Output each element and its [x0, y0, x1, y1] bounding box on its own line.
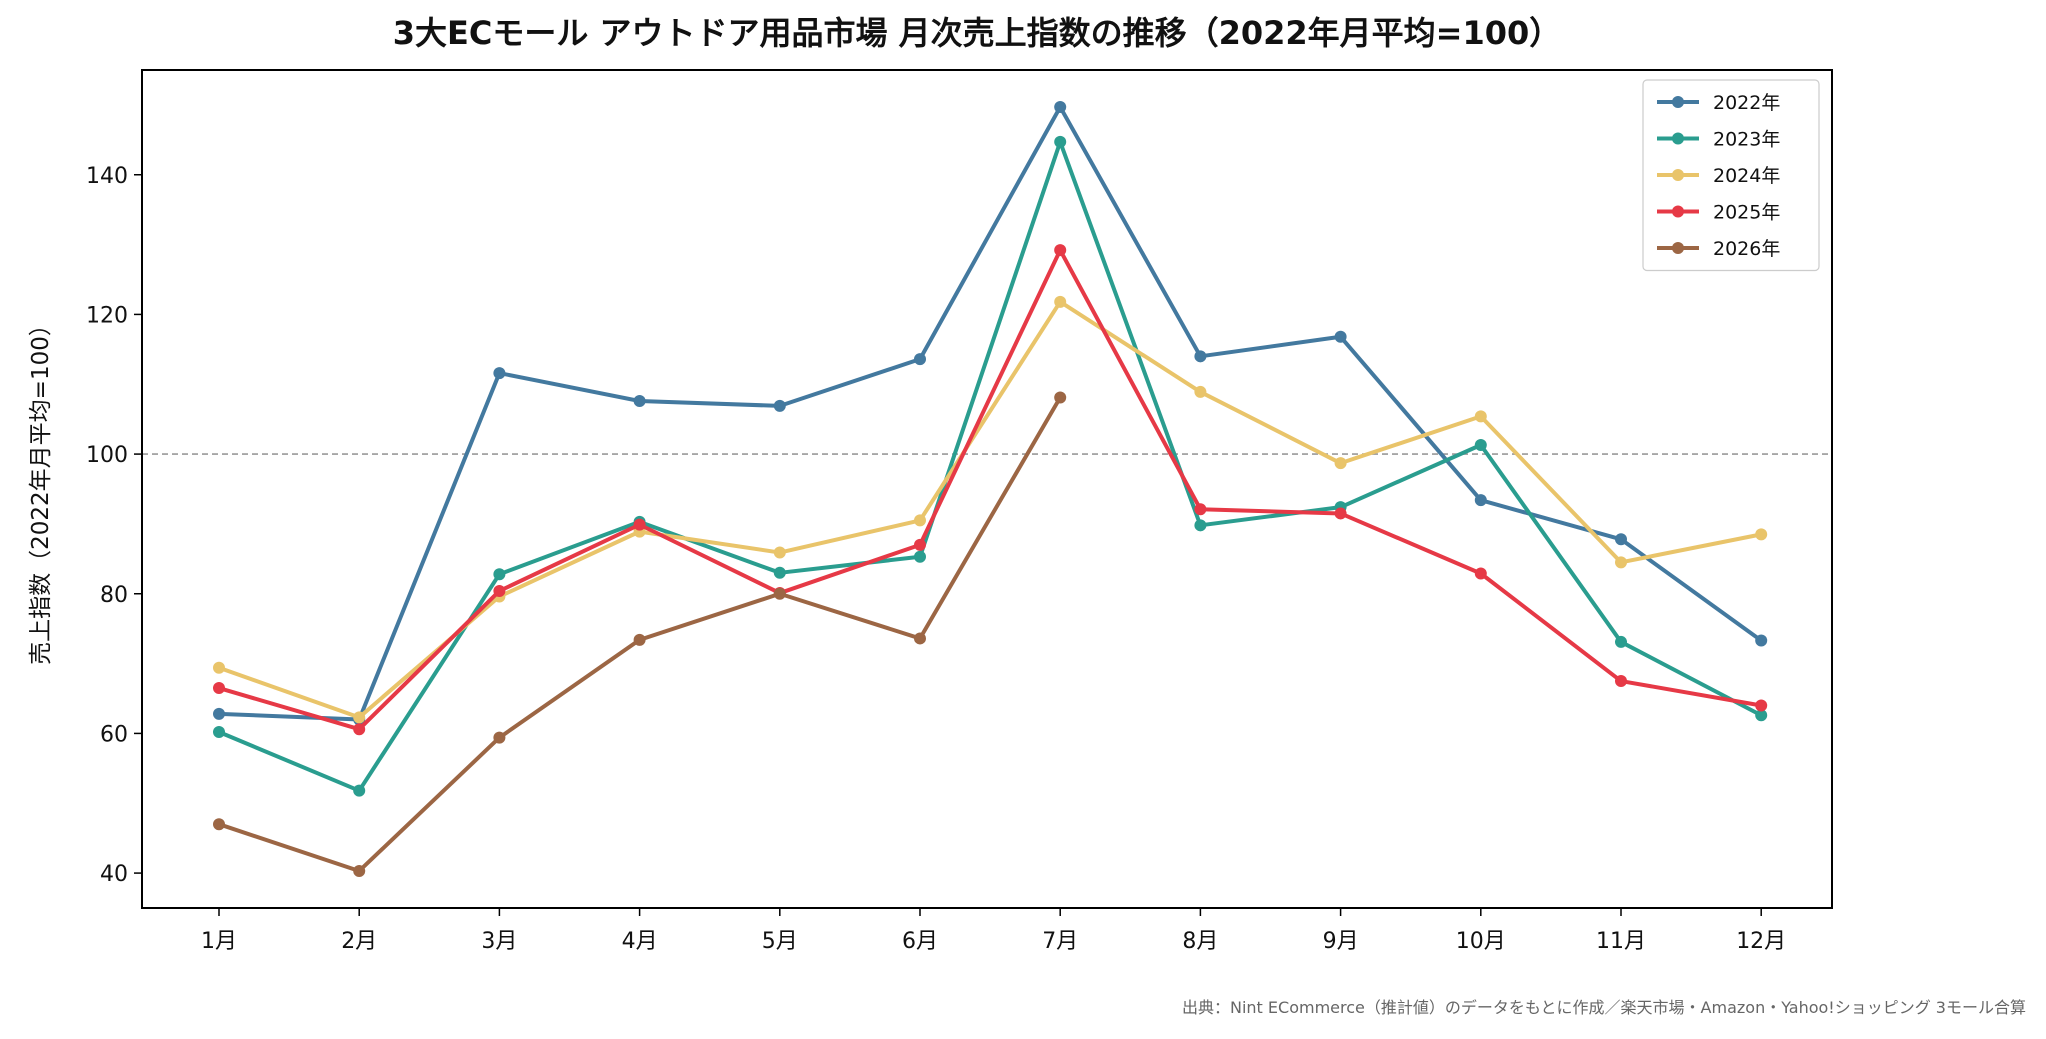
- legend-item-0: 2022年: [1657, 92, 1780, 114]
- legend-label-4: 2026年: [1713, 238, 1780, 260]
- series-4: [213, 391, 1067, 877]
- y-tick-label-2: 80: [100, 583, 128, 608]
- y-tick-label-4: 120: [86, 303, 128, 328]
- data-point-2-10: [1615, 556, 1627, 569]
- data-point-2-5: [914, 514, 926, 527]
- y-tick-label-5: 140: [86, 164, 128, 189]
- data-point-3-1: [353, 723, 366, 736]
- legend-label-2: 2024年: [1713, 165, 1780, 187]
- data-point-3-11: [1755, 699, 1768, 712]
- legend-label-1: 2023年: [1713, 129, 1780, 151]
- data-point-0-6: [1054, 101, 1067, 114]
- data-point-0-9: [1474, 494, 1487, 507]
- y-tick-label-0: 40: [100, 862, 128, 887]
- data-point-0-2: [493, 367, 506, 380]
- data-point-2-8: [1334, 457, 1347, 470]
- data-point-0-3: [633, 395, 646, 408]
- data-point-3-8: [1334, 507, 1347, 520]
- x-tick-label-10: 11月: [1596, 929, 1646, 954]
- x-tick-label-5: 6月: [902, 929, 938, 954]
- series-3: [213, 244, 1768, 736]
- data-point-3-6: [1054, 244, 1067, 257]
- data-point-1-0: [213, 726, 225, 739]
- legend: 2022年 2023年 2024年 2025年 2026年: [1642, 79, 1820, 272]
- data-point-0-7: [1194, 350, 1207, 363]
- series-layer: [213, 101, 1768, 877]
- legend-box: [1642, 79, 1820, 272]
- data-point-3-10: [1615, 675, 1627, 688]
- data-point-1-5: [914, 550, 926, 563]
- source-note: 出典：Nint ECommerce（推計値）のデータをもとに作成／楽天市場・Am…: [1182, 998, 2026, 1017]
- legend-marker-1: [1672, 132, 1684, 145]
- data-point-1-2: [493, 568, 506, 581]
- legend-label-3: 2025年: [1713, 202, 1780, 224]
- data-point-0-5: [914, 353, 926, 366]
- data-point-1-10: [1615, 635, 1627, 648]
- y-axis-label: 売上指数（2022年月平均=100）: [28, 313, 54, 665]
- data-point-1-9: [1474, 439, 1487, 452]
- legend-label-0: 2022年: [1713, 92, 1780, 114]
- legend-item-4: 2026年: [1657, 238, 1780, 260]
- data-point-2-7: [1194, 385, 1207, 398]
- y-tick-label-3: 100: [86, 443, 128, 468]
- data-point-2-4: [773, 546, 786, 559]
- data-point-1-6: [1054, 135, 1067, 148]
- data-point-4-3: [633, 633, 646, 646]
- data-point-3-9: [1474, 567, 1487, 580]
- legend-marker-4: [1672, 242, 1684, 254]
- legend-marker-2: [1672, 169, 1684, 181]
- x-tick-label-9: 10月: [1456, 929, 1506, 954]
- y-tick-label-1: 60: [100, 722, 128, 747]
- data-point-0-11: [1755, 634, 1768, 647]
- data-point-0-8: [1334, 330, 1347, 343]
- series-line-3: [218, 248, 1762, 732]
- x-tick-label-1: 2月: [341, 929, 377, 954]
- data-point-3-7: [1194, 503, 1207, 516]
- legend-marker-0: [1672, 96, 1684, 108]
- legend-marker-3: [1672, 205, 1684, 218]
- series-line-2: [218, 299, 1762, 720]
- data-point-4-6: [1054, 391, 1067, 404]
- plot-frame: [141, 69, 1833, 909]
- data-point-0-0: [213, 707, 225, 720]
- series-0: [213, 101, 1768, 726]
- data-point-3-3: [633, 518, 646, 531]
- series-line-1: [218, 139, 1763, 793]
- x-tick-label-3: 4月: [622, 929, 658, 954]
- chart-title: 3大ECモール アウトドア用品市場 月次売上指数の推移（2022年月平均=100…: [393, 14, 1562, 52]
- data-point-2-1: [353, 711, 366, 724]
- data-point-1-1: [353, 784, 366, 797]
- data-point-0-10: [1615, 533, 1627, 546]
- x-axis: 1月 2月 3月 4月 5月 6月 7月 8月 9月 10月 11月 12月: [201, 908, 1786, 954]
- data-point-1-4: [773, 566, 786, 579]
- data-point-4-5: [914, 632, 926, 645]
- data-point-1-11: [1755, 709, 1768, 722]
- data-point-2-11: [1755, 528, 1768, 541]
- data-point-0-4: [773, 399, 786, 412]
- data-point-2-0: [213, 661, 225, 674]
- legend-item-2: 2024年: [1657, 165, 1780, 187]
- y-axis: 40 60 80 100 120 140: [86, 164, 142, 887]
- data-point-4-4: [773, 587, 786, 600]
- x-tick-label-6: 7月: [1042, 929, 1078, 954]
- data-point-3-5: [914, 538, 926, 551]
- data-point-2-6: [1054, 295, 1067, 308]
- x-tick-label-11: 12月: [1736, 929, 1786, 954]
- x-tick-label-7: 8月: [1182, 929, 1218, 954]
- data-point-1-7: [1194, 519, 1207, 532]
- x-tick-label-0: 1月: [201, 929, 237, 954]
- data-point-3-2: [493, 584, 506, 597]
- data-point-3-0: [213, 682, 225, 695]
- x-tick-label-2: 3月: [481, 929, 517, 954]
- data-point-2-9: [1474, 410, 1487, 423]
- data-point-4-0: [213, 818, 225, 831]
- series-line-0: [218, 105, 1763, 722]
- x-tick-label-8: 9月: [1323, 929, 1359, 954]
- data-point-4-1: [353, 864, 366, 877]
- legend-item-3: 2025年: [1657, 202, 1780, 224]
- x-tick-label-4: 5月: [762, 929, 798, 954]
- data-point-4-2: [493, 731, 506, 744]
- legend-item-1: 2023年: [1657, 129, 1780, 151]
